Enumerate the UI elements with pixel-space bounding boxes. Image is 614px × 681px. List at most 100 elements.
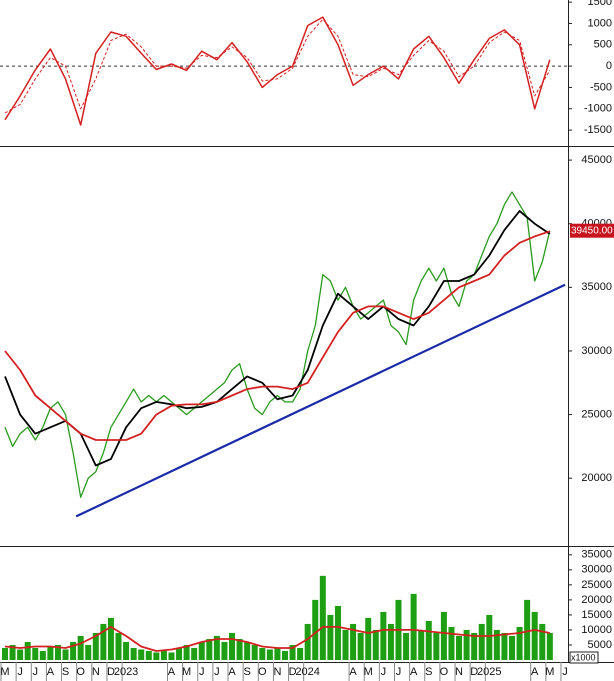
series-line bbox=[4, 191, 551, 498]
y-tick-label: 0 bbox=[606, 60, 612, 72]
volume-bar bbox=[546, 632, 553, 660]
volume-bar bbox=[198, 641, 205, 660]
volume-bar bbox=[509, 635, 516, 660]
series-line bbox=[4, 18, 551, 114]
y-tick-label: 10000 bbox=[581, 624, 612, 636]
volume-bar bbox=[387, 623, 394, 660]
volume-bar bbox=[24, 641, 31, 660]
x-tick-label: D bbox=[289, 666, 297, 678]
volume-bar bbox=[357, 632, 364, 660]
volume-bar bbox=[493, 629, 500, 660]
x-tick-label: O bbox=[440, 666, 449, 678]
y-tick-label: 45000 bbox=[581, 154, 612, 166]
x-tick-label: 2023 bbox=[114, 666, 138, 678]
volume-bar bbox=[471, 632, 478, 660]
volume-bar bbox=[259, 647, 266, 660]
y-tick-label: 1500 bbox=[588, 0, 612, 8]
volume-bar bbox=[289, 644, 296, 660]
volume-bar bbox=[334, 605, 341, 660]
x-tick-label: O bbox=[258, 666, 267, 678]
x-tick-label: N bbox=[455, 666, 463, 678]
volume-bar bbox=[281, 650, 288, 660]
x-tick-label: D bbox=[470, 666, 478, 678]
volume-bar bbox=[168, 652, 175, 660]
x-tick-label: A bbox=[47, 666, 55, 678]
x-tick-label: N bbox=[273, 666, 281, 678]
y-tick-label: 15000 bbox=[581, 609, 612, 621]
x-tick-label: 2025 bbox=[477, 666, 501, 678]
volume-bar bbox=[524, 599, 531, 660]
y-tick-label: 30000 bbox=[581, 345, 612, 357]
volume-bar bbox=[145, 650, 152, 660]
volume-bar bbox=[191, 647, 198, 660]
x-tick-label: J bbox=[381, 666, 387, 678]
volume-bar bbox=[342, 629, 349, 660]
unit-box bbox=[569, 651, 599, 664]
volume-bar bbox=[54, 644, 61, 660]
volume-bar bbox=[176, 647, 183, 660]
volume-bar bbox=[221, 641, 228, 660]
volume-bar bbox=[448, 626, 455, 660]
x-tick-label: M bbox=[545, 666, 554, 678]
x-tick-label: A bbox=[531, 666, 539, 678]
volume-bar bbox=[153, 652, 160, 660]
volume-bar bbox=[297, 647, 304, 660]
y-tick-label: -1000 bbox=[584, 103, 612, 115]
x-tick-label: N bbox=[92, 666, 100, 678]
x-tick-label: A bbox=[349, 666, 357, 678]
x-tick-label: J bbox=[214, 666, 220, 678]
y-tick-label: 20000 bbox=[581, 472, 612, 484]
series-line bbox=[75, 283, 566, 518]
x-tick-label: S bbox=[243, 666, 250, 678]
volume-bar bbox=[229, 632, 236, 660]
volume-bar bbox=[92, 632, 99, 660]
volume-bar bbox=[365, 617, 372, 660]
volume-bar bbox=[539, 623, 546, 660]
y-tick-label: 30000 bbox=[581, 564, 612, 576]
panel: 1500 1000 500 0 -500 -1000 -1500 bbox=[0, 0, 612, 136]
x-tick-label: M bbox=[364, 666, 373, 678]
volume-bar bbox=[160, 650, 167, 660]
y-tick-label: 25000 bbox=[581, 579, 612, 591]
volume-bar bbox=[107, 617, 114, 660]
volume-bar bbox=[531, 611, 538, 660]
volume-bar bbox=[418, 629, 425, 660]
y-tick-label: 1000 bbox=[588, 17, 612, 29]
volume-bar bbox=[274, 647, 281, 660]
y-tick-label: 500 bbox=[594, 39, 612, 51]
volume-bar bbox=[319, 575, 326, 660]
volume-bar bbox=[478, 623, 485, 660]
volume-bar bbox=[115, 632, 122, 660]
x-tick-label: D bbox=[107, 666, 115, 678]
volume-bar bbox=[183, 644, 190, 660]
volume-bar bbox=[100, 623, 107, 660]
volume-bar bbox=[327, 614, 334, 660]
x-tick-label: S bbox=[425, 666, 432, 678]
volume-bar bbox=[206, 638, 213, 660]
volume-bar bbox=[70, 641, 77, 660]
volume-bar bbox=[456, 635, 463, 660]
volume-bar bbox=[433, 632, 440, 660]
volume-bar bbox=[516, 626, 523, 660]
volume-bar bbox=[486, 614, 493, 660]
y-tick-label: -500 bbox=[590, 81, 612, 93]
volume-bar bbox=[77, 635, 84, 660]
volume-bar bbox=[85, 644, 92, 660]
x-tick-label: A bbox=[228, 666, 236, 678]
series-line bbox=[4, 230, 551, 441]
volume-bar bbox=[1, 647, 8, 660]
y-tick-label: -1500 bbox=[584, 124, 612, 136]
x-tick-label: 2024 bbox=[295, 666, 319, 678]
volume-bar bbox=[380, 611, 387, 660]
volume-bar bbox=[463, 629, 470, 660]
x-tick-label: J bbox=[17, 666, 23, 678]
price-label: 39450.00 bbox=[571, 225, 613, 236]
y-tick-label: 5000 bbox=[588, 639, 612, 651]
x-tick-label: J bbox=[562, 666, 568, 678]
series-line bbox=[4, 16, 551, 126]
volume-bar bbox=[251, 644, 258, 660]
volume-bar bbox=[410, 593, 417, 660]
y-tick-label: 25000 bbox=[581, 408, 612, 420]
